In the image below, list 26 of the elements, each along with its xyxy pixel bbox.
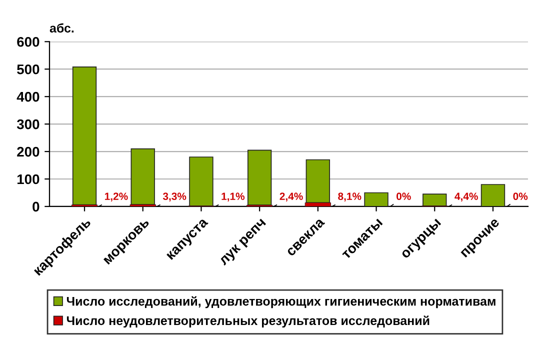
annotation: 0%: [513, 192, 528, 200]
bar: [247, 150, 272, 206]
y-tick-label: 100: [17, 174, 40, 184]
y-tick-label: 200: [17, 146, 40, 157]
legend-label: Число неудовлетворительных результатов исследований: [66, 316, 430, 328]
bar: [364, 192, 388, 206]
bar: [189, 156, 214, 206]
y-tick-label: 300: [16, 119, 40, 130]
bar: [130, 148, 155, 205]
y-axis-title: абс.: [50, 23, 74, 33]
bar: [306, 159, 330, 204]
bar: [72, 66, 97, 206]
y-tick-label: 0: [32, 202, 40, 212]
annotation: 8,1%: [338, 192, 362, 202]
annotation: 4,4%: [454, 192, 478, 202]
annotation: 2,4%: [280, 192, 303, 202]
y-tick-label: 500: [17, 64, 40, 74]
annotation: 3,3%: [162, 192, 186, 202]
annotation: 0%: [396, 192, 411, 200]
annotation: 1,2%: [105, 192, 128, 202]
annotation: 1,1%: [222, 192, 245, 202]
bar: [480, 184, 506, 206]
y-tick-label: 600: [17, 36, 40, 47]
y-tick-label: 400: [16, 92, 40, 102]
legend-label: Число исследований, удовлетворяющих гигиеническим нормативам: [66, 296, 496, 308]
bar: [422, 194, 447, 206]
